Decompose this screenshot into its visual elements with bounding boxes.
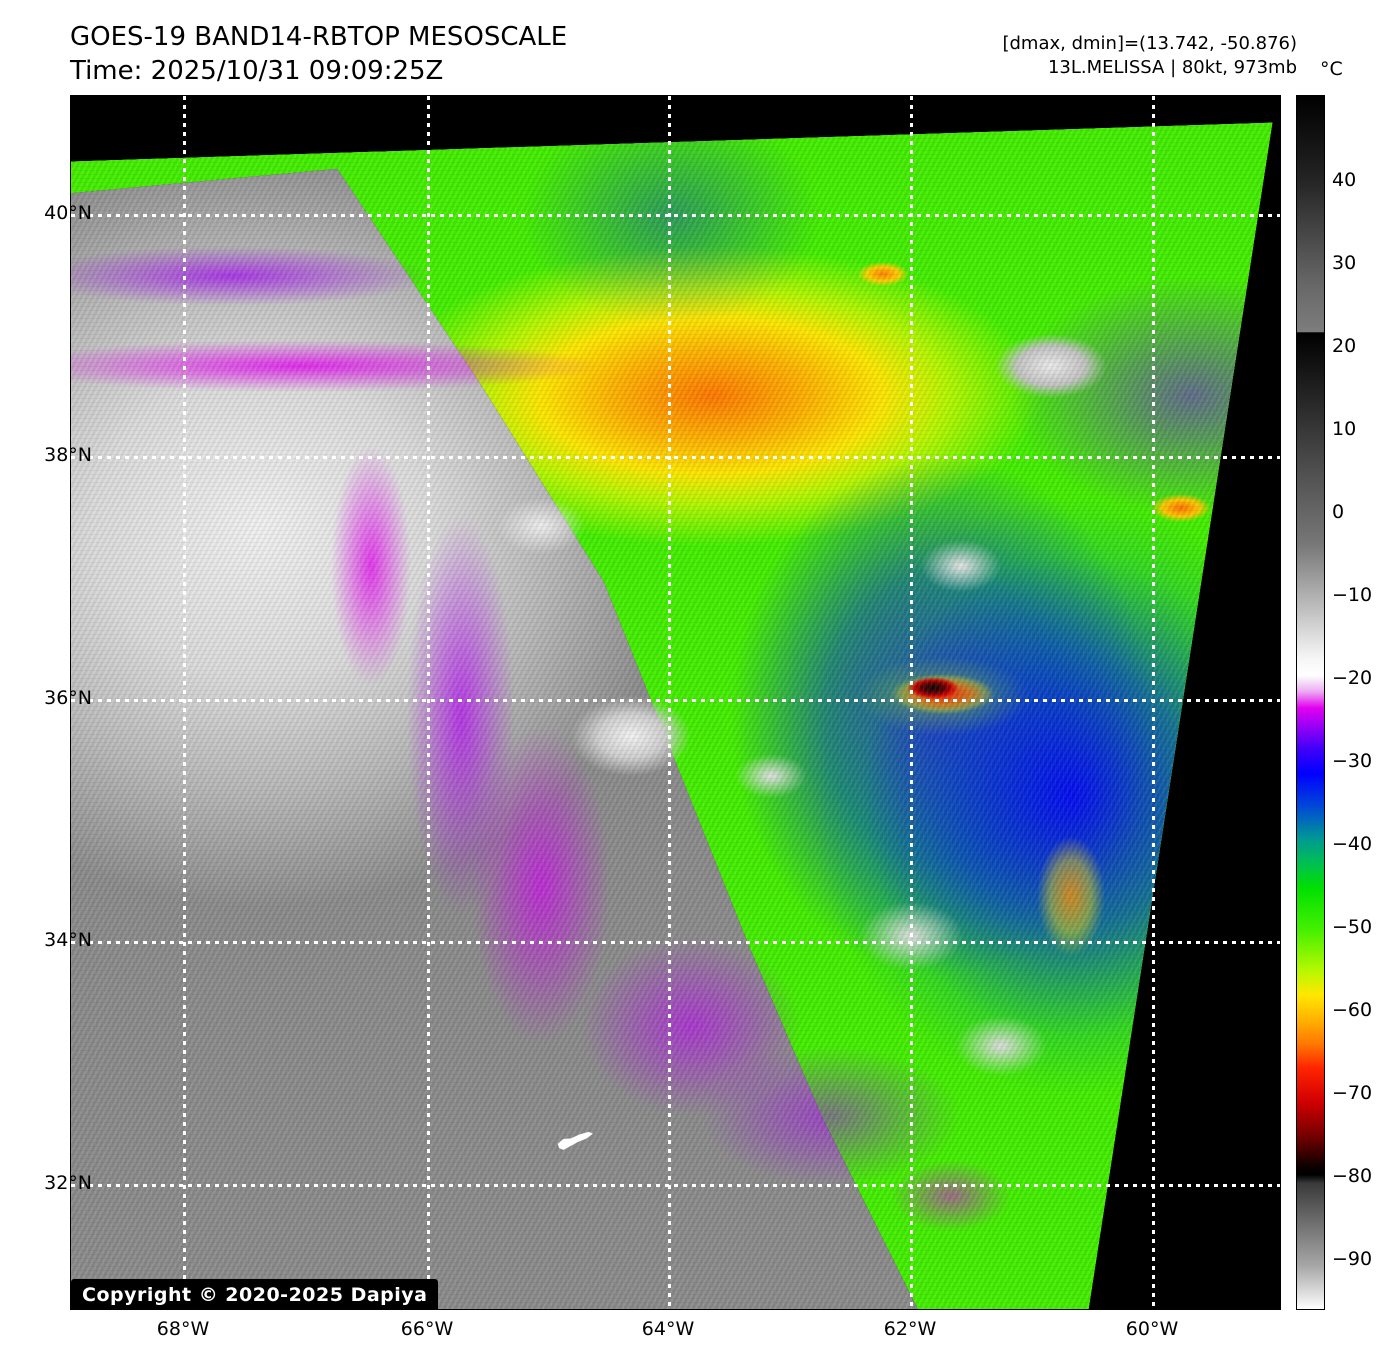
colorbar-tick-20: 20 bbox=[1332, 335, 1357, 357]
xtick-label-62W: 62°W bbox=[883, 1318, 937, 1340]
header-right-block: [dmax, dmin]=(13.742, -50.876) 13L.MELIS… bbox=[1002, 32, 1297, 80]
copyright-badge: Copyright © 2020-2025 Dapiya bbox=[71, 1279, 439, 1309]
colorbar-tick-m60: −60 bbox=[1332, 999, 1373, 1021]
page-title: GOES-19 BAND14-RBTOP MESOSCALE bbox=[70, 22, 568, 52]
colorbar-tick-30: 30 bbox=[1332, 252, 1357, 274]
colorbar-tick-0: 0 bbox=[1332, 501, 1345, 523]
swath-pixel-noise bbox=[71, 122, 1273, 1309]
colorbar-tick-m70: −70 bbox=[1332, 1082, 1373, 1104]
timestamp-label: Time: 2025/10/31 09:09:25Z bbox=[70, 56, 444, 86]
colorbar-tick-m50: −50 bbox=[1332, 916, 1373, 938]
colorbar-tick-m80: −80 bbox=[1332, 1165, 1373, 1187]
colorbar-tick-m30: −30 bbox=[1332, 750, 1373, 772]
colorbar-tick-10: 10 bbox=[1332, 418, 1357, 440]
satellite-image-plot[interactable]: Copyright © 2020-2025 Dapiya bbox=[70, 95, 1281, 1310]
ytick-label-40N: 40°N bbox=[44, 202, 92, 224]
colorbar-gradient bbox=[1297, 96, 1324, 1309]
xtick-label-66W: 66°W bbox=[400, 1318, 454, 1340]
dmax-dmin-label: [dmax, dmin]=(13.742, -50.876) bbox=[1002, 33, 1297, 54]
satellite-data-swath bbox=[71, 122, 1273, 1309]
header-left-block: GOES-19 BAND14-RBTOP MESOSCALE Time: 202… bbox=[70, 20, 567, 88]
xtick-label-64W: 64°W bbox=[641, 1318, 695, 1340]
colorbar-unit-label: °C bbox=[1320, 58, 1343, 80]
ytick-label-38N: 38°N bbox=[44, 444, 92, 466]
storm-info-label: 13L.MELISSA | 80kt, 973mb bbox=[1047, 57, 1297, 78]
colorbar-tick-m20: −20 bbox=[1332, 667, 1373, 689]
xtick-label-60W: 60°W bbox=[1125, 1318, 1179, 1340]
colorbar[interactable] bbox=[1296, 95, 1325, 1310]
ytick-label-34N: 34°N bbox=[44, 929, 92, 951]
colorbar-tick-m10: −10 bbox=[1332, 584, 1373, 606]
colorbar-tick-m40: −40 bbox=[1332, 833, 1373, 855]
plot-clip-region: Copyright © 2020-2025 Dapiya bbox=[71, 96, 1280, 1309]
overshooting-white-tops bbox=[71, 122, 1273, 1309]
swath-texture-overlay bbox=[71, 122, 1273, 1309]
xtick-label-68W: 68°W bbox=[156, 1318, 210, 1340]
colorbar-tick-m90: −90 bbox=[1332, 1248, 1373, 1270]
ytick-label-32N: 32°N bbox=[44, 1172, 92, 1194]
colorbar-tick-40: 40 bbox=[1332, 169, 1357, 191]
ytick-label-36N: 36°N bbox=[44, 687, 92, 709]
